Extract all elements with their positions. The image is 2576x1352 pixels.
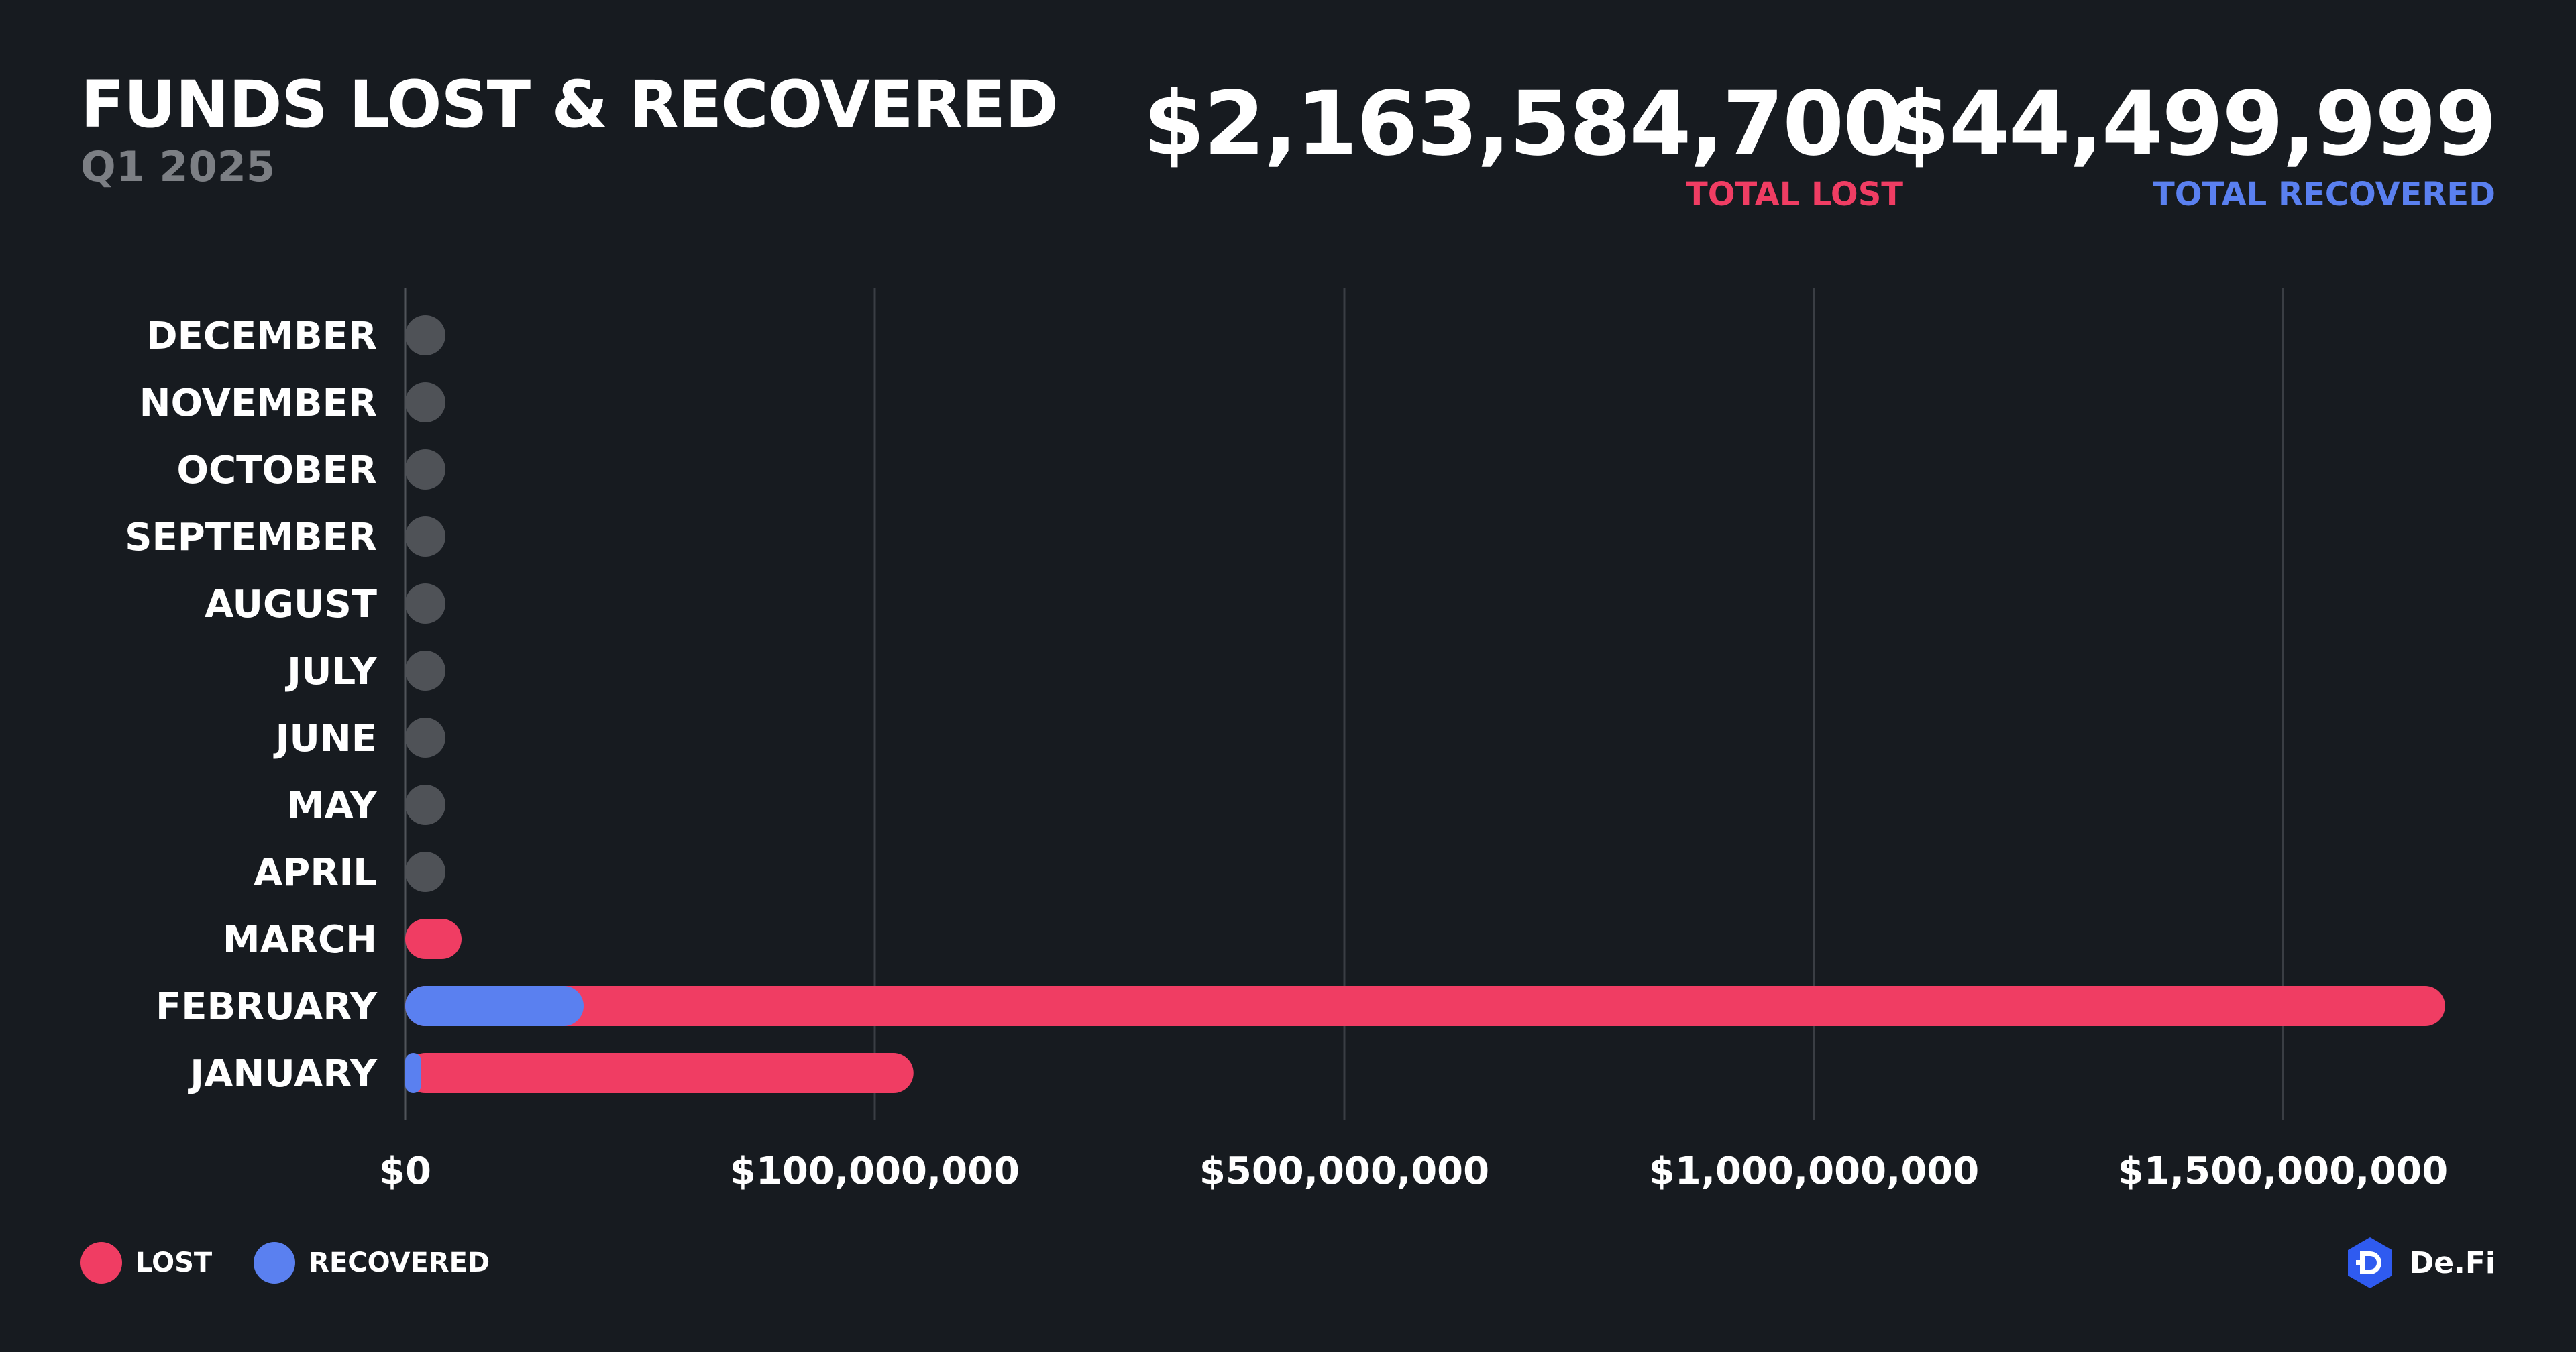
bar-empty <box>405 516 445 557</box>
legend-swatch-recovered <box>254 1242 296 1284</box>
total-recovered-stat: $44,499,999 TOTAL RECOVERED <box>1888 72 2497 215</box>
bar-empty <box>405 382 445 422</box>
x-tick-label: $1,000,000,000 <box>1649 1149 1979 1193</box>
total-recovered-value: $44,499,999 <box>1888 72 2497 176</box>
legend-item-lost: LOST <box>80 1242 212 1284</box>
brand-name: De.Fi <box>2409 1245 2496 1280</box>
category-label: JUNE <box>273 717 377 760</box>
bar-empty <box>405 449 445 490</box>
total-lost-label: TOTAL LOST <box>1686 176 1903 213</box>
bar-empty <box>405 718 445 758</box>
x-tick-label: $100,000,000 <box>730 1149 1020 1193</box>
category-label: JULY <box>284 650 378 693</box>
chart-subtitle: Q1 2025 <box>80 142 275 191</box>
legend-swatch-lost <box>80 1242 122 1284</box>
x-tick-label: $1,500,000,000 <box>2118 1149 2448 1193</box>
category-label: MAY <box>287 784 378 828</box>
category-label: JANUARY <box>187 1052 378 1096</box>
total-lost-value: $2,163,584,700 <box>1143 72 1904 176</box>
bar-empty <box>405 315 445 355</box>
legend-item-recovered: RECOVERED <box>254 1242 490 1284</box>
legend-label-recovered: RECOVERED <box>309 1247 490 1278</box>
category-label: OCTOBER <box>176 449 377 492</box>
category-label: SEPTEMBER <box>125 516 377 559</box>
defi-logo-icon <box>2347 1237 2392 1288</box>
total-recovered-label: TOTAL RECOVERED <box>2152 176 2496 213</box>
bar-empty <box>405 785 445 825</box>
bar-recovered <box>405 986 584 1026</box>
chart-title: FUNDS LOST & RECOVERED <box>80 67 1059 142</box>
bar-lost <box>405 919 462 959</box>
legend-label-lost: LOST <box>136 1247 213 1278</box>
category-label: AUGUST <box>205 583 377 626</box>
total-lost-stat: $2,163,584,700 TOTAL LOST <box>1143 72 1904 215</box>
x-tick-label: $0 <box>379 1149 431 1193</box>
x-tick-label: $500,000,000 <box>1199 1149 1489 1193</box>
bar-recovered <box>405 1053 421 1093</box>
chart-legend: LOST RECOVERED <box>80 1242 531 1284</box>
category-label: FEBRUARY <box>156 985 378 1029</box>
bar-lost <box>405 1053 914 1093</box>
bar-empty <box>405 852 445 892</box>
bar-empty <box>405 583 445 624</box>
category-label: NOVEMBER <box>140 382 377 425</box>
bar-lost <box>405 986 2445 1026</box>
bar-empty <box>405 651 445 691</box>
category-label: DECEMBER <box>146 315 377 358</box>
category-label: APRIL <box>254 851 377 895</box>
brand-logo: De.Fi <box>2343 1235 2496 1290</box>
category-label: MARCH <box>223 918 377 962</box>
